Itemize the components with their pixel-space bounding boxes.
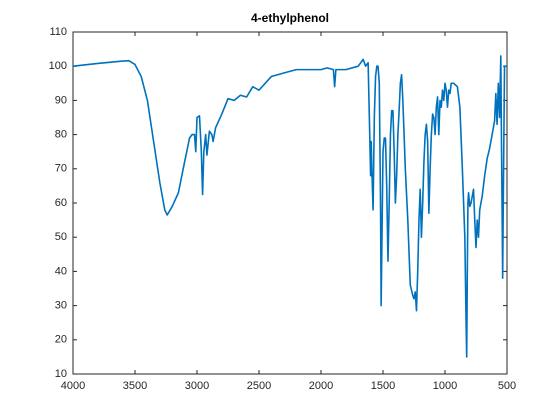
y-tick-label: 40 xyxy=(55,265,67,277)
x-tick-label: 2500 xyxy=(247,380,271,392)
y-tick-label: 10 xyxy=(55,368,67,380)
spectrum-line xyxy=(72,55,507,358)
y-tick-label: 90 xyxy=(55,94,67,106)
chart-title: 4-ethylphenol xyxy=(251,11,329,25)
y-tick-label: 60 xyxy=(55,197,67,209)
y-tick-label: 20 xyxy=(55,334,67,346)
y-tick-label: 30 xyxy=(55,300,67,312)
y-tick-label: 110 xyxy=(49,26,67,38)
x-tick-label: 3000 xyxy=(185,380,209,392)
y-tick-label: 70 xyxy=(55,163,67,175)
x-tick-label: 1500 xyxy=(371,380,395,392)
x-tick-label: 2000 xyxy=(309,380,333,392)
x-tick-label: 4000 xyxy=(61,380,85,392)
y-tick-label: 100 xyxy=(49,60,67,72)
x-tick-label: 500 xyxy=(498,380,516,392)
y-tick-label: 50 xyxy=(55,231,67,243)
y-tick-label: 80 xyxy=(55,129,67,141)
x-tick-label: 3500 xyxy=(123,380,147,392)
x-tick-label: 1000 xyxy=(433,380,457,392)
